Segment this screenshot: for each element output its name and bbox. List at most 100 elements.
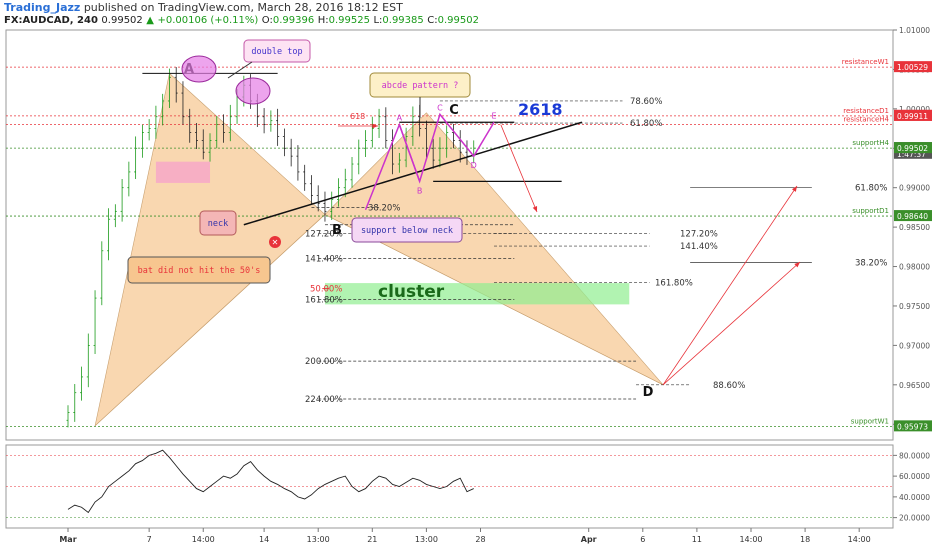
x-tick-label: 18	[800, 535, 810, 544]
symbol-header: FX:AUDCAD, 240 0.99502 ▲ +0.00106 (+0.11…	[4, 15, 479, 26]
level-tag-box	[894, 61, 932, 73]
x-tick-label: 13:00	[307, 535, 330, 544]
level-label-resistanceH4: resistanceH4	[843, 116, 889, 124]
projection-arrow-up2-head	[794, 262, 800, 268]
double-top-callout-text: double top	[251, 47, 302, 57]
level-tag-label: 1.00529	[897, 63, 928, 72]
price-tag-label: 1:47:37	[897, 150, 926, 159]
pattern-point-label: D	[471, 161, 477, 170]
bat-callout-box	[127, 256, 271, 284]
label-618: 618	[350, 112, 365, 121]
up-arrow-icon: ▲	[146, 15, 154, 26]
level-label-supportD1: supportD1	[852, 207, 889, 215]
fib-label: 78.60%	[630, 97, 662, 107]
low-value: 0.99385	[382, 15, 424, 26]
fib-label: 141.40%	[680, 242, 718, 252]
support-callout-text: support below neck	[361, 226, 453, 236]
pattern-point-label: E	[491, 111, 496, 120]
level-label-supportW1: supportW1	[851, 417, 889, 425]
fib-label: 127.20%	[680, 229, 718, 239]
y-tick-label: 0.98000	[899, 263, 930, 272]
abcde-callout-text: abcde pattern ?	[382, 81, 459, 91]
rsi-tick-label: 80.0000	[899, 451, 930, 460]
close-icon-glyph: ✕	[272, 238, 279, 247]
author-link[interactable]: Trading_Jazz	[4, 1, 81, 14]
x-tick-label: 11	[692, 535, 702, 544]
pattern-point-label: B	[417, 186, 423, 195]
pattern-point-label: A	[397, 114, 403, 123]
level-tag-box	[894, 210, 932, 222]
level-tag-label: 0.99911	[897, 112, 928, 121]
x-tick-label: 14:00	[848, 535, 871, 544]
high-label: H:	[317, 15, 329, 26]
fib-label: 224.00%	[305, 395, 343, 405]
label-2618: 2618	[518, 100, 563, 119]
cluster-label: cluster	[378, 282, 445, 302]
fib-label: 141.40%	[305, 255, 343, 265]
projection-arrow-up1	[662, 185, 798, 386]
fib-label: 161.80%	[655, 278, 693, 288]
x-tick-label: 13:00	[415, 535, 438, 544]
rsi-tick-label: 40.0000	[899, 493, 930, 502]
x-tick-label: 14:00	[739, 535, 762, 544]
level-tag-box	[894, 109, 932, 121]
x-tick-label: 14:00	[192, 535, 215, 544]
pattern-point-label: C	[437, 103, 443, 112]
close-icon	[269, 236, 281, 248]
rsi-tick-label: 20.0000	[899, 514, 930, 523]
fib-label: 127.20%	[305, 229, 343, 239]
level-tag-box	[894, 142, 932, 154]
double-top-circle	[235, 77, 271, 105]
last-price: 0.99502	[101, 15, 143, 26]
abcde-pattern-leg	[364, 122, 421, 211]
y-tick-label: 1.01000	[899, 26, 930, 35]
fib-label: 38.20%	[855, 259, 887, 269]
bat-callout-text: bat did not hit the 50's	[138, 266, 261, 276]
low-label: L:	[373, 15, 383, 26]
y-tick-label: 0.97000	[899, 341, 930, 350]
cluster-zone	[324, 283, 630, 305]
fib-label: 38.20%	[368, 203, 400, 213]
double-top-pointer	[227, 61, 253, 79]
neck-callout-text: neck	[208, 219, 228, 229]
level-tag-label: 0.99502	[897, 144, 928, 153]
price-change: +0.00106 (+0.11%)	[157, 15, 259, 26]
y-tick-label: 1.00000	[899, 105, 930, 114]
price-panel-frame	[5, 29, 894, 441]
neck-callout-box	[199, 210, 237, 236]
projection-arrow-up2	[662, 261, 801, 386]
x-tick-label: 14	[259, 535, 269, 544]
projection-arrow-down	[500, 124, 538, 213]
y-tick-label: 0.96500	[899, 381, 930, 390]
harmonic-xab-triangle	[94, 72, 326, 427]
close-value: 0.99502	[437, 15, 479, 26]
fib-label: 61.80%	[630, 119, 662, 129]
neck-zone	[155, 161, 211, 183]
fib-label: 161.80%	[305, 296, 343, 306]
open-label: O:	[261, 15, 273, 26]
x-tick-label: 6	[640, 535, 645, 544]
fib-label: 61.80%	[855, 184, 887, 194]
support-callout-box	[351, 217, 463, 243]
open-value: 0.99396	[272, 15, 315, 26]
close-label: C:	[427, 15, 438, 26]
level-tag-box	[894, 420, 932, 432]
harmonic-point-label: D	[643, 385, 654, 400]
fib-label: 50.00%	[310, 285, 342, 295]
x-tick-label: 21	[367, 535, 377, 544]
fib-label: 88.60%	[713, 381, 745, 391]
publish-info: published on TradingView.com, March 28, …	[83, 1, 403, 14]
publish-header: Trading_Jazz published on TradingView.co…	[4, 1, 403, 14]
harmonic-point-label: B	[332, 223, 342, 238]
projection-arrow-up1-head	[791, 186, 797, 192]
harmonic-xb-leg	[94, 214, 326, 427]
y-tick-label: 0.97500	[899, 302, 930, 311]
y-tick-label: 0.99000	[899, 184, 930, 193]
x-tick-label: 7	[147, 535, 152, 544]
symbol-label: FX:AUDCAD, 240	[4, 15, 98, 26]
x-tick-label: 28	[475, 535, 485, 544]
level-tag-label: 0.98640	[897, 212, 928, 221]
rsi-line	[67, 449, 474, 514]
harmonic-point-label: C	[449, 103, 459, 118]
